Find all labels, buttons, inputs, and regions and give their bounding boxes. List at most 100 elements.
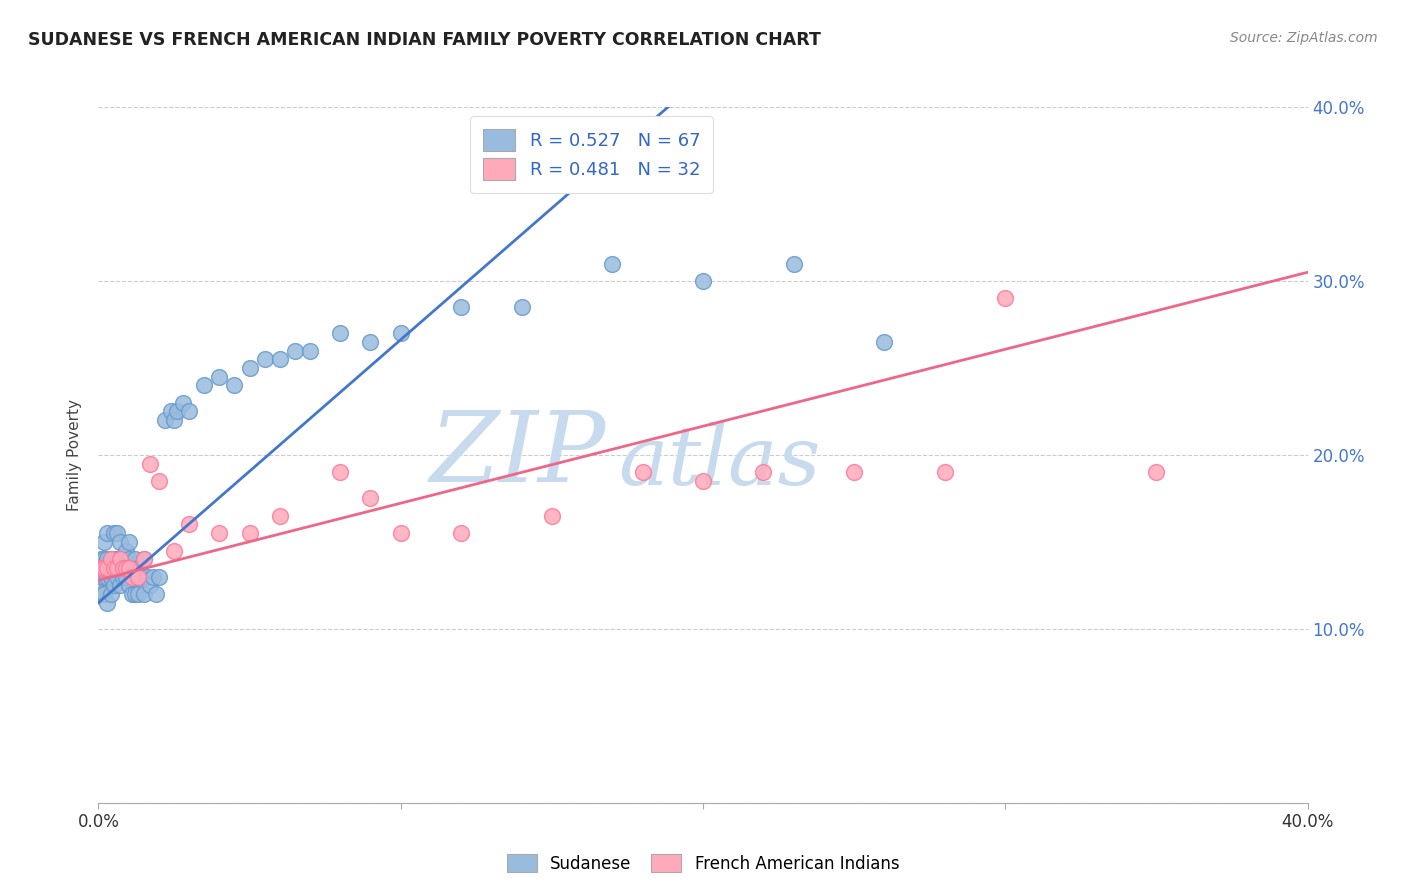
Text: SUDANESE VS FRENCH AMERICAN INDIAN FAMILY POVERTY CORRELATION CHART: SUDANESE VS FRENCH AMERICAN INDIAN FAMIL… bbox=[28, 31, 821, 49]
Point bbox=[132, 587, 155, 601]
Point bbox=[90, 552, 112, 566]
Point bbox=[360, 334, 382, 349]
Point bbox=[93, 561, 115, 575]
Point bbox=[389, 326, 412, 340]
Y-axis label: Family Poverty: Family Poverty bbox=[67, 399, 83, 511]
Point bbox=[111, 570, 134, 584]
Point bbox=[163, 543, 186, 558]
Point bbox=[994, 291, 1017, 305]
Point bbox=[253, 352, 276, 367]
Point bbox=[142, 570, 165, 584]
Point bbox=[132, 552, 155, 566]
Point bbox=[208, 369, 231, 384]
Point bbox=[224, 378, 246, 392]
Point bbox=[108, 552, 131, 566]
Point bbox=[269, 352, 291, 367]
Point bbox=[111, 552, 134, 566]
Point bbox=[139, 578, 162, 592]
Point bbox=[450, 300, 472, 314]
Point bbox=[179, 517, 201, 532]
Point bbox=[934, 466, 956, 480]
Point bbox=[114, 570, 136, 584]
Point bbox=[103, 561, 125, 575]
Point bbox=[105, 561, 128, 575]
Point bbox=[93, 552, 115, 566]
Point bbox=[540, 508, 562, 523]
Point bbox=[166, 404, 188, 418]
Point bbox=[96, 561, 118, 575]
Point bbox=[145, 587, 167, 601]
Point bbox=[127, 587, 149, 601]
Point bbox=[111, 561, 134, 575]
Point bbox=[93, 587, 115, 601]
Point bbox=[510, 300, 533, 314]
Point bbox=[389, 526, 412, 541]
Point bbox=[329, 466, 352, 480]
Point bbox=[193, 378, 215, 392]
Point bbox=[873, 334, 896, 349]
Point bbox=[100, 552, 122, 566]
Point bbox=[163, 413, 186, 427]
Text: ZIP: ZIP bbox=[430, 408, 606, 502]
Point bbox=[631, 466, 654, 480]
Point bbox=[208, 526, 231, 541]
Text: atlas: atlas bbox=[619, 422, 821, 502]
Point bbox=[299, 343, 322, 358]
Point bbox=[602, 256, 624, 270]
Point bbox=[96, 596, 118, 610]
Point bbox=[93, 534, 115, 549]
Point bbox=[100, 552, 122, 566]
Point bbox=[172, 396, 194, 410]
Point bbox=[90, 570, 112, 584]
Point bbox=[329, 326, 352, 340]
Point bbox=[93, 570, 115, 584]
Point bbox=[284, 343, 307, 358]
Point bbox=[103, 578, 125, 592]
Point bbox=[103, 552, 125, 566]
Point bbox=[96, 552, 118, 566]
Legend: R = 0.527   N = 67, R = 0.481   N = 32: R = 0.527 N = 67, R = 0.481 N = 32 bbox=[470, 116, 713, 193]
Point bbox=[118, 578, 141, 592]
Point bbox=[114, 561, 136, 575]
Point bbox=[121, 587, 143, 601]
Point bbox=[692, 274, 714, 288]
Point bbox=[100, 587, 122, 601]
Point bbox=[118, 534, 141, 549]
Point bbox=[783, 256, 806, 270]
Point bbox=[135, 570, 157, 584]
Point bbox=[139, 457, 162, 471]
Point bbox=[114, 543, 136, 558]
Point bbox=[269, 508, 291, 523]
Point bbox=[132, 552, 155, 566]
Point bbox=[108, 578, 131, 592]
Point bbox=[148, 474, 170, 488]
Point bbox=[105, 526, 128, 541]
Point bbox=[129, 570, 152, 584]
Point bbox=[692, 474, 714, 488]
Point bbox=[100, 570, 122, 584]
Legend: Sudanese, French American Indians: Sudanese, French American Indians bbox=[501, 847, 905, 880]
Point bbox=[239, 360, 262, 375]
Point bbox=[121, 561, 143, 575]
Point bbox=[153, 413, 176, 427]
Point bbox=[239, 526, 262, 541]
Point bbox=[118, 552, 141, 566]
Point bbox=[108, 534, 131, 549]
Point bbox=[127, 570, 149, 584]
Point bbox=[450, 526, 472, 541]
Point bbox=[179, 404, 201, 418]
Point bbox=[96, 526, 118, 541]
Point bbox=[105, 570, 128, 584]
Point bbox=[90, 561, 112, 575]
Point bbox=[96, 570, 118, 584]
Point bbox=[752, 466, 775, 480]
Point bbox=[844, 466, 866, 480]
Point bbox=[90, 587, 112, 601]
Point bbox=[148, 570, 170, 584]
Text: Source: ZipAtlas.com: Source: ZipAtlas.com bbox=[1230, 31, 1378, 45]
Point bbox=[105, 552, 128, 566]
Point bbox=[121, 570, 143, 584]
Point bbox=[108, 552, 131, 566]
Point bbox=[118, 561, 141, 575]
Point bbox=[1144, 466, 1167, 480]
